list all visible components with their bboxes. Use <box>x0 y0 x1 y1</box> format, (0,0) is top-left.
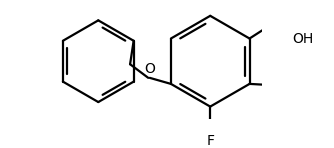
Text: F: F <box>206 134 214 148</box>
Text: OH: OH <box>293 32 314 46</box>
Text: O: O <box>144 62 155 76</box>
